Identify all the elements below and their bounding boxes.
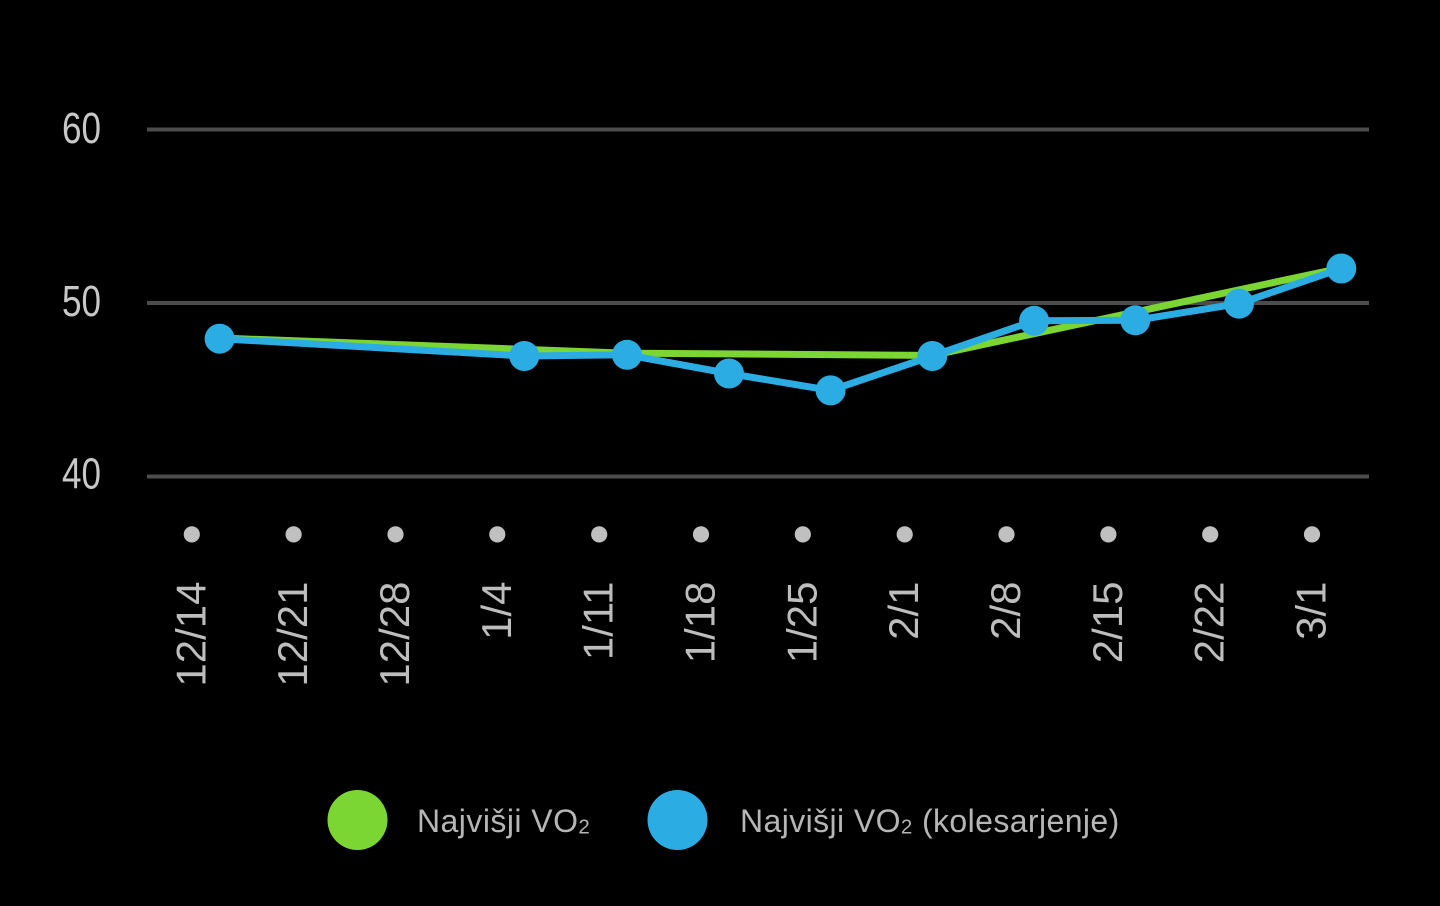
svg-text:12/14: 12/14: [167, 582, 214, 687]
svg-text:1/4: 1/4: [473, 582, 520, 640]
svg-text:2/15: 2/15: [1084, 582, 1131, 664]
svg-text:1/11: 1/11: [575, 582, 622, 661]
svg-text:Najvišji VO2 (kolesarjenje): Najvišji VO2 (kolesarjenje): [740, 803, 1120, 839]
svg-text:1/25: 1/25: [778, 582, 825, 664]
svg-text:12/28: 12/28: [371, 582, 418, 687]
svg-text:50: 50: [62, 277, 101, 326]
svg-text:3/1: 3/1: [1288, 582, 1335, 640]
svg-text:60: 60: [62, 104, 101, 153]
svg-text:2/1: 2/1: [880, 582, 927, 640]
svg-text:Najvišji VO2: Najvišji VO2: [417, 803, 590, 839]
svg-text:12/21: 12/21: [269, 582, 316, 687]
svg-text:40: 40: [62, 450, 101, 499]
svg-text:2/22: 2/22: [1186, 582, 1233, 664]
svg-text:1/18: 1/18: [677, 582, 724, 664]
svg-text:2/8: 2/8: [982, 582, 1029, 640]
